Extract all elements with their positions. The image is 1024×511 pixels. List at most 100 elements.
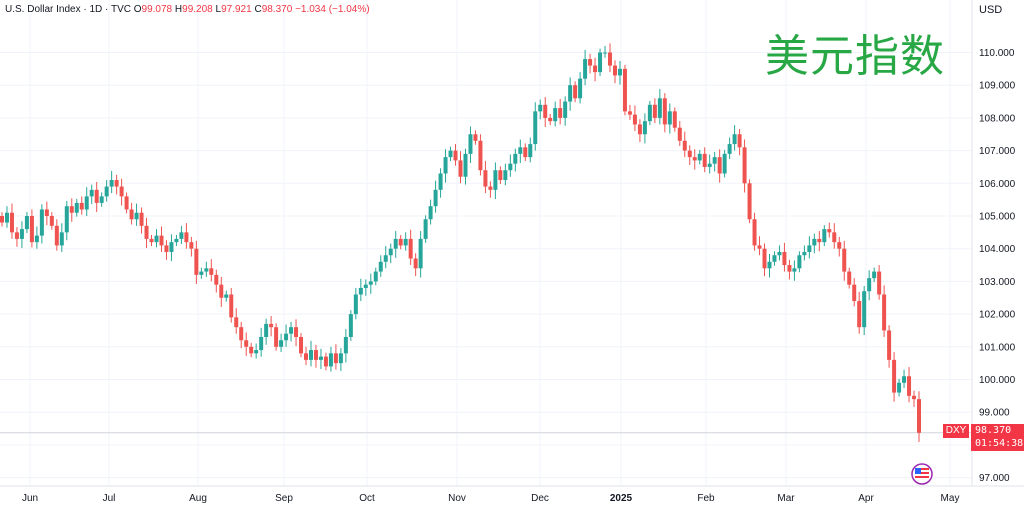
x-tick-label: Oct [359,493,375,504]
candle-body [328,353,333,367]
candle-body [817,238,822,243]
x-tick-label: Dec [531,493,549,504]
candle-body [453,150,458,161]
candle-body [74,202,79,213]
candle-body [892,359,897,393]
candle-body [912,395,917,400]
candle-body [558,108,563,118]
candle-body [353,294,358,315]
candle-body [468,134,473,154]
candle-body [249,346,254,354]
candle-body [677,127,682,141]
candle-body [598,52,603,73]
candle-body [917,399,921,433]
candle-body [692,157,697,161]
candle-body [59,232,64,246]
candle-body [214,274,219,285]
candle-body [403,238,408,246]
price-tag-symbol: DXY [943,424,969,438]
candle-body [578,78,583,99]
candle-body [503,170,508,181]
candle-body [219,284,224,298]
currency-label[interactable]: USD [979,4,1003,16]
candle-body [498,170,503,181]
candle-body [269,323,274,328]
candle-body [64,206,69,233]
candle-body [189,242,194,249]
candle-body [473,134,478,141]
open-label: O [133,4,142,15]
candle-body [179,232,184,239]
candle-body [797,255,802,269]
tradingview-flag-icon[interactable] [909,463,935,485]
candle-body [274,327,279,347]
candle-body [129,209,134,220]
candle-body [14,232,19,239]
candle-body [617,68,622,76]
candle-body [194,248,199,275]
candle-body [637,124,642,135]
candle-body [837,242,842,249]
candle-body [443,157,448,174]
candle-body [139,212,144,226]
candle-body [304,353,309,360]
candle-body [393,238,398,249]
price-tag-price: 98.370 [975,425,1012,436]
y-tick-label: 105.000 [979,212,1016,223]
candle-body [338,353,343,364]
candle-body [39,209,44,236]
candle-body [239,327,244,341]
low-label: L [215,4,222,15]
candle-body [737,134,742,148]
candle-body [383,255,388,262]
candle-body [662,98,667,125]
candle-body [184,232,189,243]
overlay-title: 美元指数 [765,31,945,82]
candle-body [523,147,528,158]
candle-body [902,376,907,383]
candle-body [513,153,518,164]
candle-body [702,153,707,167]
y-tick-label: 104.000 [979,244,1016,255]
candle-body [313,350,318,360]
candle-body [114,180,119,187]
candle-body [632,114,637,125]
candle-body [44,209,49,216]
y-tick-label: 97.000 [979,473,1010,484]
candle-body [588,59,593,66]
high-label: H [174,4,183,15]
candle-body [49,216,54,226]
price-tag-countdown: 01:54:38 [975,438,1024,449]
y-tick-label: 109.000 [979,81,1016,92]
candle-body [727,144,732,154]
candle-body [857,301,862,328]
candle-body [682,140,687,151]
candle-body [259,336,264,351]
chart-header: U.S. Dollar Index · 1D · TVC O99.078 H99… [5,4,370,15]
candle-body [398,238,403,246]
candle-body [672,111,677,128]
x-tick-label: May [941,493,960,504]
candle-body [647,104,652,122]
candle-body [483,170,488,187]
candle-body [667,111,672,125]
high-value: 99.208 [182,4,213,15]
candle-body [373,271,378,282]
candle-body [807,245,812,252]
candle-body [174,238,179,243]
y-tick-label: 110.000 [979,48,1015,59]
y-tick-label: 99.000 [979,408,1010,419]
change-value: −1.034 (−1.04%) [295,4,370,15]
candle-body [264,323,269,337]
y-tick-label: 103.000 [979,277,1016,288]
x-tick-label: Mar [777,493,795,504]
x-tick-label: Feb [697,493,715,504]
close-label: C [254,4,262,15]
candle-body [79,202,84,210]
candle-body [528,144,533,158]
candle-body [832,232,837,243]
candle-body [722,153,727,174]
candle-body [154,235,159,243]
candle-body [323,356,328,367]
